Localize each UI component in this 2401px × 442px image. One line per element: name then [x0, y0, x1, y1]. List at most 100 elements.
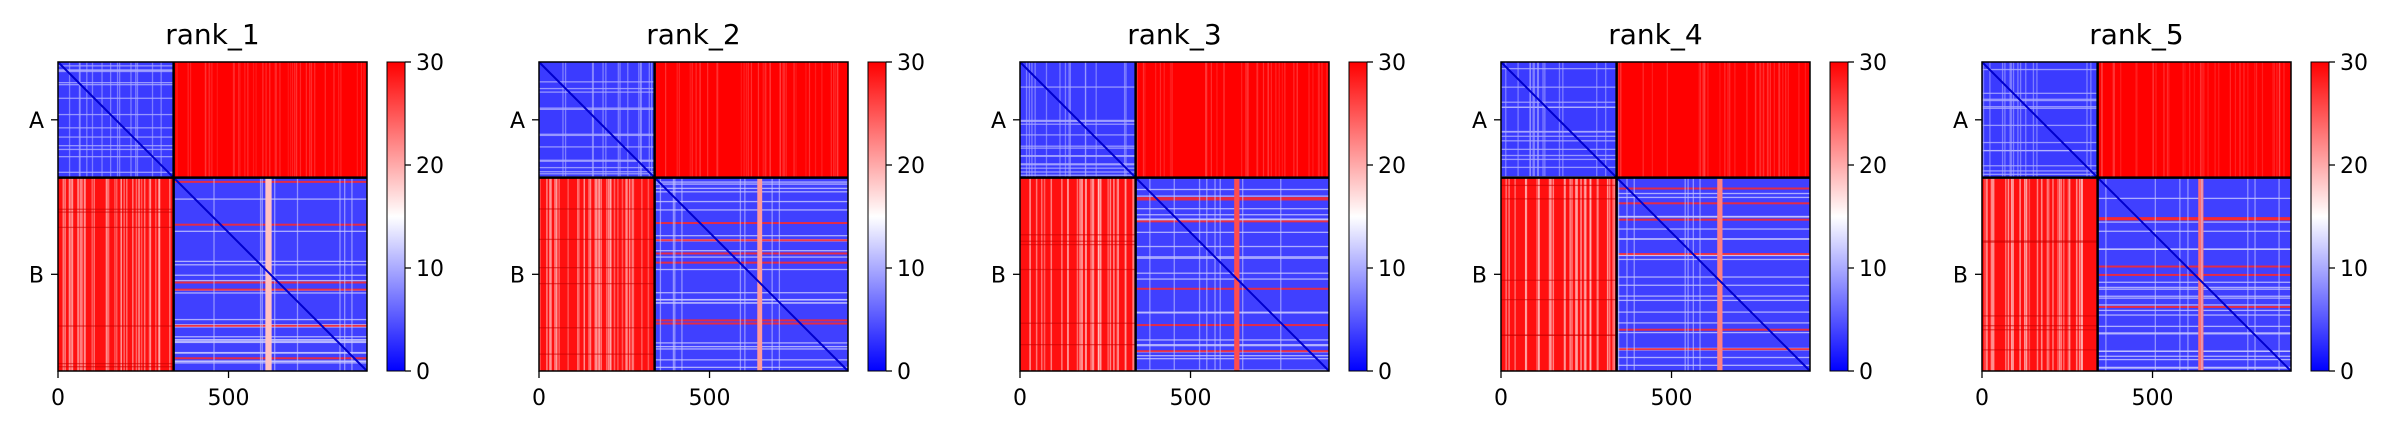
vertical-stripe — [1717, 177, 1721, 371]
texture-line — [1701, 62, 1704, 178]
texture-line — [609, 177, 612, 371]
texture-line — [1135, 358, 1329, 360]
texture-line — [1107, 177, 1109, 371]
texture-line — [1564, 177, 1567, 371]
texture-line — [589, 177, 592, 371]
texture-line — [1281, 62, 1283, 178]
texture-line — [62, 177, 65, 371]
texture-line — [1990, 177, 1993, 371]
texture-line — [654, 261, 848, 264]
colorbar-tick-label: 30 — [416, 51, 444, 76]
texture-line — [1608, 177, 1611, 371]
texture-line — [211, 62, 213, 178]
texture-line — [1020, 322, 1136, 324]
texture-line — [1552, 177, 1555, 371]
texture-line — [1992, 177, 1995, 371]
texture-line — [1084, 62, 1087, 178]
texture-line — [2155, 62, 2157, 178]
texture-line — [691, 62, 693, 178]
texture-line — [1501, 279, 1617, 281]
texture-line — [333, 62, 335, 178]
texture-line — [363, 62, 365, 178]
y-tick-label: A — [29, 109, 44, 134]
texture-line — [1782, 62, 1784, 178]
texture-line — [1563, 177, 1566, 371]
texture-line — [539, 177, 541, 371]
texture-line — [70, 177, 73, 371]
texture-line — [1536, 62, 1539, 178]
texture-line — [695, 62, 697, 178]
texture-line — [2278, 62, 2281, 178]
texture-line — [1059, 62, 1061, 178]
panel-title: rank_2 — [646, 18, 740, 51]
texture-line — [1206, 177, 1208, 371]
texture-line — [1068, 62, 1070, 178]
texture-line — [1135, 344, 1329, 347]
texture-line — [2001, 62, 2004, 178]
texture-line — [2007, 177, 2010, 371]
texture-line — [279, 62, 281, 178]
texture-line — [1982, 98, 2098, 100]
colorbar — [1829, 61, 1849, 372]
texture-line — [539, 171, 655, 173]
texture-line — [1616, 311, 1810, 313]
texture-line — [539, 133, 655, 135]
texture-line — [785, 62, 787, 178]
texture-line — [595, 177, 598, 371]
texture-line — [1596, 177, 1598, 371]
texture-line — [769, 62, 771, 178]
texture-line — [233, 62, 235, 178]
texture-line — [1216, 62, 1218, 178]
texture-line — [795, 62, 797, 178]
texture-line — [1616, 218, 1810, 221]
texture-line — [2097, 366, 2291, 369]
texture-line — [138, 177, 140, 371]
texture-line — [232, 62, 235, 178]
texture-line — [1616, 202, 1810, 205]
texture-line — [627, 62, 629, 178]
texture-line — [1278, 62, 1280, 178]
texture-line — [2097, 230, 2291, 232]
texture-line — [135, 62, 137, 178]
texture-line — [639, 62, 642, 178]
heatmap-panel-2: rank_2 0 500 A B 0 10 20 30 — [510, 18, 925, 411]
texture-line — [654, 252, 848, 255]
texture-line — [2078, 177, 2081, 371]
texture-line — [1982, 106, 2098, 108]
texture-line — [1247, 62, 1249, 178]
texture-line — [2097, 332, 2291, 334]
texture-line — [1040, 177, 1043, 371]
texture-line — [296, 62, 298, 178]
texture-line — [539, 134, 655, 137]
texture-line — [1067, 177, 1069, 371]
texture-line — [238, 62, 240, 178]
texture-line — [2011, 177, 2013, 371]
texture-line — [296, 177, 299, 371]
texture-line — [71, 177, 74, 371]
texture-line — [1242, 177, 1244, 371]
plot-frame — [1981, 61, 2292, 372]
colorbar — [1348, 61, 1368, 372]
texture-line — [1085, 177, 1087, 371]
texture-line — [1532, 62, 1534, 178]
texture-line — [654, 250, 848, 252]
texture-line — [1085, 177, 1087, 371]
texture-line — [1135, 343, 1329, 346]
texture-line — [647, 177, 650, 371]
texture-line — [1097, 177, 1100, 371]
texture-line — [1308, 62, 1310, 178]
texture-line — [1524, 177, 1527, 371]
texture-line — [625, 177, 627, 371]
texture-line — [1149, 177, 1151, 371]
texture-line — [2019, 62, 2022, 178]
panel-title: rank_5 — [2089, 18, 2183, 51]
texture-line — [1135, 355, 1329, 357]
texture-line — [2135, 62, 2137, 178]
texture-line — [779, 62, 781, 178]
vertical-stripe — [2198, 177, 2202, 371]
texture-line — [539, 327, 655, 329]
vertical-stripe — [758, 177, 763, 371]
texture-line — [58, 171, 174, 173]
texture-line — [1020, 145, 1136, 147]
